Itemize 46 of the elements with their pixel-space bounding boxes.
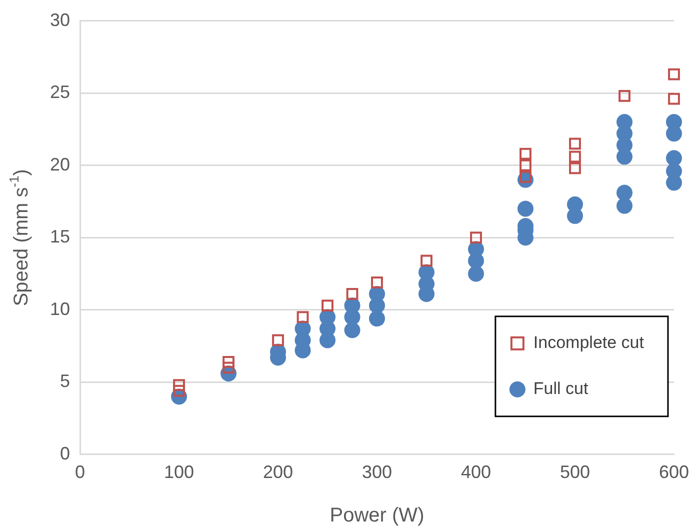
x-tick-label: 500 [560,462,590,482]
point [344,322,360,338]
legend-label: Full cut [533,379,588,398]
y-tick-label: 0 [60,443,70,464]
point [520,148,532,160]
point [569,150,581,163]
point [616,148,632,165]
point [666,150,682,166]
point [517,200,534,217]
x-tick-label: 100 [164,462,194,482]
point [666,126,682,142]
point [569,138,581,150]
y-tick-label: 30 [50,10,70,30]
y-tick-label: 20 [50,154,70,174]
point [668,92,680,105]
point [616,198,632,214]
y-tick-label: 10 [50,298,70,319]
y-axis-title: Speed (mm s-1) [6,169,33,306]
point [272,334,284,346]
point [296,311,309,324]
x-tick-label: 600 [658,462,690,482]
point [468,266,484,282]
point [520,159,532,172]
point [618,90,630,102]
x-tick-label: 0 [75,462,86,482]
point [222,356,234,368]
point [668,68,680,80]
point [173,379,185,391]
y-tick-label: 15 [50,226,70,247]
point [371,276,383,288]
point [666,174,682,191]
point [322,300,334,312]
y-tick-label: 5 [60,371,70,392]
legend-label: Incomplete cut [533,333,644,352]
y-tick-label: 25 [50,82,70,102]
point [369,310,386,327]
x-tick-label: 300 [362,462,392,482]
x-tick-label: 400 [460,462,492,482]
point [569,162,581,174]
point [344,309,360,326]
point [346,288,358,300]
point [420,254,432,267]
point [470,232,482,244]
point [369,298,386,314]
x-axis-title: Power (W) [330,504,424,527]
x-tick-label: 200 [262,462,294,482]
